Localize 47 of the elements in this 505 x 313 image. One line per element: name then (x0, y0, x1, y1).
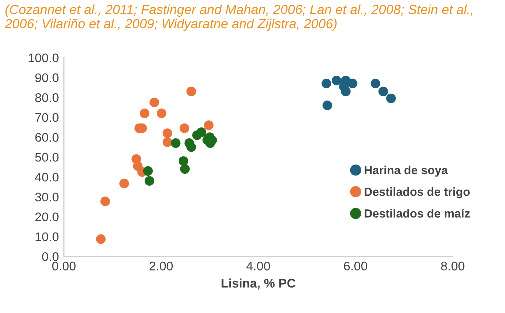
point (178, 156, 189, 166)
y-tick-label: 40.0 (35, 172, 59, 182)
point (196, 128, 206, 138)
point (100, 196, 110, 206)
x-tick-label: 4.00 (246, 262, 270, 271)
y-tick-label: 70.0 (36, 113, 59, 122)
point (186, 86, 196, 97)
y-tick-label: 80.0 (35, 93, 59, 102)
point (143, 166, 154, 176)
point (162, 128, 172, 138)
legend-label: Destilados de maíz (364, 209, 470, 218)
point (162, 138, 172, 148)
y-tick-label: 50.0 (35, 153, 59, 162)
point (140, 108, 150, 118)
legend-label: Harina de soya (364, 166, 448, 177)
x-tick-label: 0.00 (52, 262, 76, 271)
y-tick-label: 60.0 (36, 133, 59, 142)
point (96, 234, 106, 244)
y-tick-label: 90.0 (36, 74, 59, 82)
point (322, 78, 332, 89)
point (150, 98, 160, 108)
point (180, 164, 190, 174)
text: (Cozannet et al., 2011; Fastinger and Mahan, 2006; Lan et al., 2008; Stein et al., 2006; Vilariño et al., 2009; Widyaratne and Zijlstra, 2006) (4, 4, 473, 32)
x-axis-title: Lisina, % PC (222, 278, 296, 290)
point (204, 120, 214, 130)
point (157, 108, 167, 118)
point (144, 176, 154, 186)
y-tick-label: 10.0 (36, 232, 59, 242)
point (186, 142, 196, 152)
point (378, 86, 388, 97)
point (322, 100, 332, 110)
point (180, 124, 190, 134)
x-tick-label: 2.00 (150, 262, 174, 271)
y-tick-label: 100.0 (28, 54, 59, 63)
point (339, 82, 349, 92)
point (171, 138, 181, 148)
point (348, 78, 358, 89)
x-tick-label: 8.00 (441, 262, 465, 271)
x-tick-label: 6.00 (344, 262, 368, 271)
point (120, 178, 130, 189)
legend-label: Destilados de trigo (364, 188, 470, 199)
point (332, 76, 342, 86)
y-tick-label: 0.0 (42, 252, 59, 262)
y-tick-label: 20.0 (36, 212, 59, 222)
y-tick-label: 30.0 (35, 192, 59, 202)
point (370, 78, 381, 89)
point (386, 94, 396, 104)
